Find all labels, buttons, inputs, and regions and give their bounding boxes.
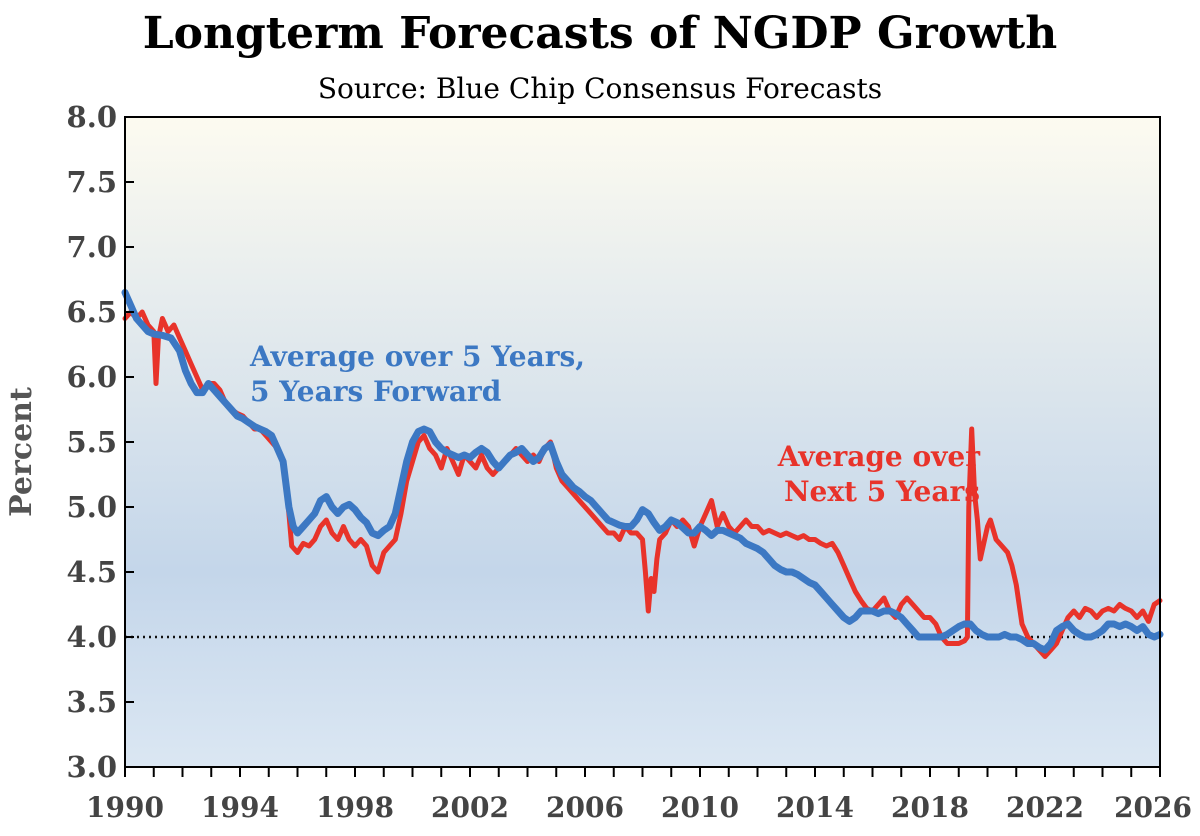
x-tick-label: 2010 <box>661 791 739 824</box>
plot-area <box>125 117 1160 767</box>
y-tick-label: 5.0 <box>67 490 117 524</box>
chart-subtitle: Source: Blue Chip Consensus Forecasts <box>317 72 883 105</box>
x-tick-label: 1994 <box>201 791 279 824</box>
y-axis-label: Percent <box>4 387 39 517</box>
chart-title: Longterm Forecasts of NGDP Growth <box>142 8 1058 59</box>
annotation-red: Average over Next 5 Years <box>777 440 981 508</box>
series-line-red <box>122 309 1163 659</box>
x-tick-label: 1998 <box>316 791 394 824</box>
y-tick-label: 3.5 <box>67 685 117 719</box>
x-tick-label: 2022 <box>1006 791 1084 824</box>
y-tick-label: 4.5 <box>67 555 117 589</box>
y-tick-label: 6.0 <box>67 360 117 394</box>
y-tick-label: 6.5 <box>67 295 117 329</box>
x-tick-label: 2014 <box>776 791 854 824</box>
series-line-blue <box>121 289 1164 654</box>
x-tick-label: 2006 <box>546 791 624 824</box>
x-tick-label: 2026 <box>1114 791 1192 824</box>
x-tick-label: 1990 <box>86 791 164 824</box>
y-tick-label: 7.0 <box>67 230 117 264</box>
y-tick-label: 8.0 <box>67 100 117 134</box>
x-tick-label: 2002 <box>431 791 509 824</box>
y-tick-label: 3.0 <box>67 750 117 784</box>
x-tick-label: 2018 <box>891 791 969 824</box>
y-tick-label: 7.5 <box>67 165 117 199</box>
y-tick-label: 5.5 <box>67 425 117 459</box>
y-tick-label: 4.0 <box>67 620 117 654</box>
annotation-blue: Average over 5 Years, 5 Years Forward <box>249 340 585 408</box>
